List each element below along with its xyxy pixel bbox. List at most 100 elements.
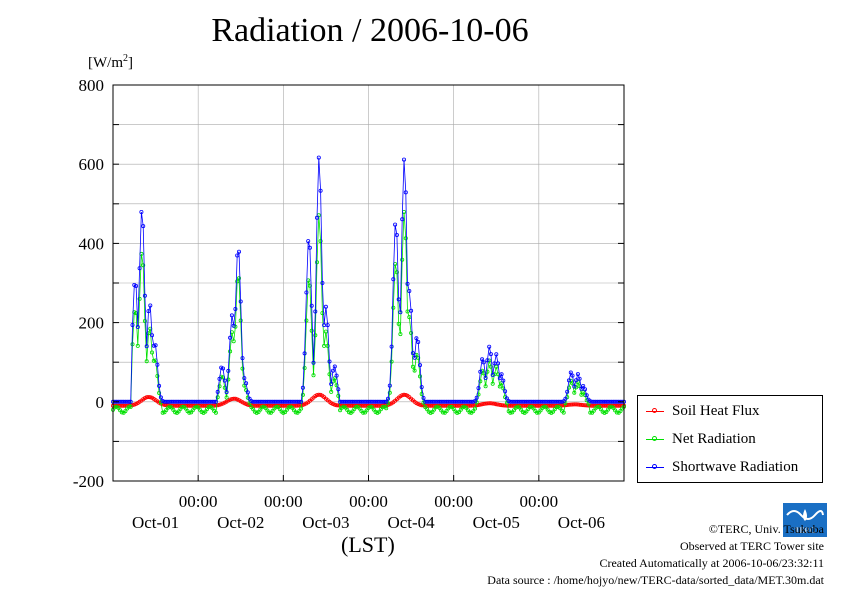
shortwave-radiation-point: [217, 376, 222, 381]
net-radiation-point: [146, 331, 151, 336]
shortwave-radiation-point: [197, 399, 202, 404]
soil-heat-flux-point: [572, 402, 577, 407]
legend-item-net: Net Radiation: [646, 429, 756, 449]
x-axis-unit: (LST): [341, 532, 395, 557]
shortwave-radiation-point: [157, 383, 162, 388]
net-radiation-point: [135, 343, 140, 348]
x-tick-date: Oct-03: [302, 513, 349, 532]
shortwave-radiation-point: [409, 308, 414, 313]
net-radiation-point: [141, 263, 146, 268]
net-radiation-point: [405, 309, 410, 314]
shortwave-radiation-point: [134, 283, 139, 288]
net-radiation-point: [387, 390, 392, 395]
legend: Soil Heat Flux Net Radiation Shortwave R…: [637, 395, 823, 483]
soil-heat-flux-point: [488, 401, 493, 406]
soil-heat-flux-point: [330, 401, 335, 406]
x-tick-time: 00:00: [434, 492, 473, 511]
shortwave-radiation-point: [160, 398, 165, 403]
shortwave-radiation-point: [487, 344, 492, 349]
net-radiation-point: [448, 404, 453, 409]
series: [111, 155, 627, 415]
soil-heat-flux-point: [295, 403, 300, 408]
net-radiation-point: [274, 404, 279, 409]
shortwave-radiation-point: [384, 399, 389, 404]
net-radiation-point: [318, 239, 323, 244]
x-tick-date: Oct-05: [473, 513, 520, 532]
shortwave-radiation-point: [153, 343, 158, 348]
shortwave-radiation-point: [572, 384, 577, 389]
net-radiation-point: [235, 279, 240, 284]
shortwave-radiation-point: [144, 344, 149, 349]
net-radiation-point: [190, 408, 195, 413]
shortwave-radiation-point: [297, 399, 302, 404]
soil-heat-flux-point: [416, 401, 421, 406]
shortwave-radiation-point: [299, 399, 304, 404]
x-tick-date: Oct-04: [387, 513, 435, 532]
shortwave-radiation-point: [495, 361, 500, 366]
soil-heat-flux-point: [591, 403, 596, 408]
shortwave-radiation-point: [559, 399, 564, 404]
net-radiation-point: [412, 368, 417, 373]
net-radiation-point: [149, 350, 154, 355]
credit-copyright: ©TERC, Univ. Tsukuba: [708, 522, 824, 536]
soil-heat-flux-point: [481, 401, 486, 406]
soil-heat-flux-point: [144, 395, 149, 400]
shortwave-radiation-point: [199, 399, 204, 404]
net-radiation-point: [394, 270, 399, 275]
shortwave-radiation-point: [135, 324, 140, 329]
shortwave-radiation-point: [311, 360, 316, 365]
shortwave-radiation-point: [165, 399, 170, 404]
y-tick-label: 200: [79, 314, 105, 333]
x-tick-time: 00:00: [519, 492, 558, 511]
shortwave-radiation-point: [185, 399, 190, 404]
soil-heat-flux-point: [316, 392, 321, 397]
net-radiation-point: [591, 408, 596, 413]
soil-heat-flux-point: [231, 396, 236, 401]
soil-heat-flux-point: [199, 403, 204, 408]
net-radiation-point: [403, 236, 408, 241]
shortwave-radiation-point: [332, 364, 337, 369]
shortwave-radiation-point: [565, 389, 570, 394]
shortwave-radiation-point: [485, 358, 490, 363]
net-radiation-point: [535, 410, 540, 415]
net-radiation-point: [467, 410, 472, 415]
shortwave-radiation-point: [220, 366, 225, 371]
shortwave-radiation-point: [215, 389, 220, 394]
net-radiation-point: [222, 385, 227, 390]
shortwave-radiation-point: [480, 357, 485, 362]
shortwave-radiation-point: [471, 399, 476, 404]
net-radiation-point: [238, 318, 243, 323]
net-radiation-point: [270, 408, 275, 413]
soil-heat-flux-point: [314, 393, 319, 398]
soil-heat-flux-point: [401, 392, 406, 397]
net-radiation-point: [119, 410, 124, 415]
net-radiation-point: [142, 318, 147, 323]
net-radiation-point: [215, 395, 220, 400]
net-radiation-point: [561, 410, 566, 415]
y-tick-label: 0: [96, 393, 105, 412]
legend-label-soil: Soil Heat Flux: [672, 402, 760, 419]
shortwave-radiation-point: [419, 385, 424, 390]
net-radiation-point: [377, 409, 382, 414]
net-radiation-point: [309, 328, 314, 333]
shortwave-radiation-point: [387, 383, 392, 388]
net-radiation-point: [472, 406, 477, 411]
soil-heat-flux-point: [185, 403, 190, 408]
net-radiation-point: [524, 409, 529, 414]
net-radiation-point: [116, 405, 121, 410]
net-radiation-point: [231, 339, 236, 344]
shortwave-radiation-point: [178, 399, 183, 404]
shortwave-radiation-point: [325, 323, 330, 328]
net-radiation-point: [314, 260, 319, 265]
legend-label-shortwave: Shortwave Radiation: [672, 458, 799, 475]
shortwave-radiation-point: [483, 375, 488, 380]
net-radiation-point: [433, 405, 438, 410]
soil-heat-flux-point: [577, 402, 582, 407]
terc-logo: TERC: [783, 503, 827, 537]
soil-heat-flux-point: [467, 403, 472, 408]
net-radiation-point: [396, 321, 401, 326]
net-radiation-point: [173, 410, 178, 415]
shortwave-radiation-point: [320, 280, 325, 285]
net-radiation-point: [346, 410, 351, 415]
net-radiation-point: [607, 405, 612, 410]
